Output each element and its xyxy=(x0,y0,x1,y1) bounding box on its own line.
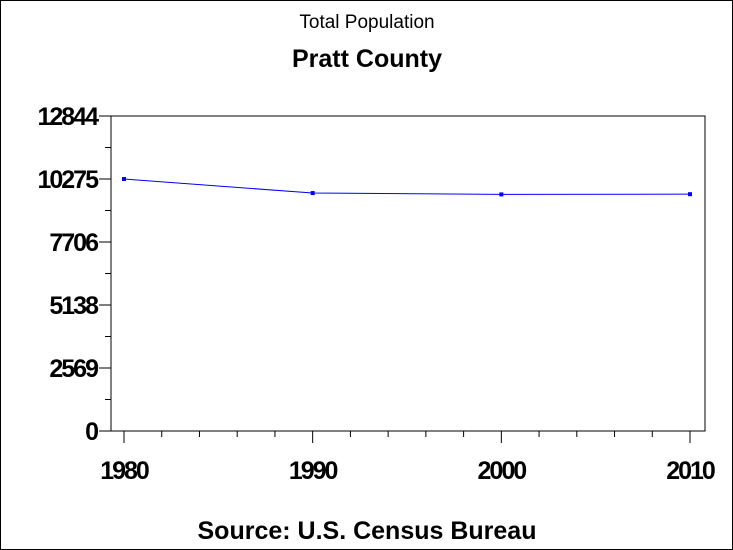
data-point-1990 xyxy=(310,191,315,196)
y-tick-label: 5138 xyxy=(49,292,99,320)
chart-title: Total Population xyxy=(299,12,434,33)
chart-footnote: Source: U.S. Census Bureau xyxy=(198,517,537,545)
plot-frame xyxy=(110,115,706,432)
data-point-1980 xyxy=(122,177,126,182)
x-tick-label: 1980 xyxy=(100,457,149,485)
y-tick-label: 10275 xyxy=(37,166,99,194)
y-tick-label: 2569 xyxy=(49,355,98,383)
chart-subtitle: Pratt County xyxy=(292,45,442,73)
data-point-2000 xyxy=(499,192,504,197)
y-tick-label: 12844 xyxy=(37,103,99,131)
y-tick-label: 0 xyxy=(85,418,98,446)
series-line xyxy=(123,178,691,195)
data-point-2010 xyxy=(688,192,692,197)
y-tick-label: 7706 xyxy=(49,229,98,257)
x-tick-label: 1990 xyxy=(289,457,338,485)
x-tick-label: 2000 xyxy=(478,457,527,485)
x-tick-label: 2010 xyxy=(666,457,715,485)
